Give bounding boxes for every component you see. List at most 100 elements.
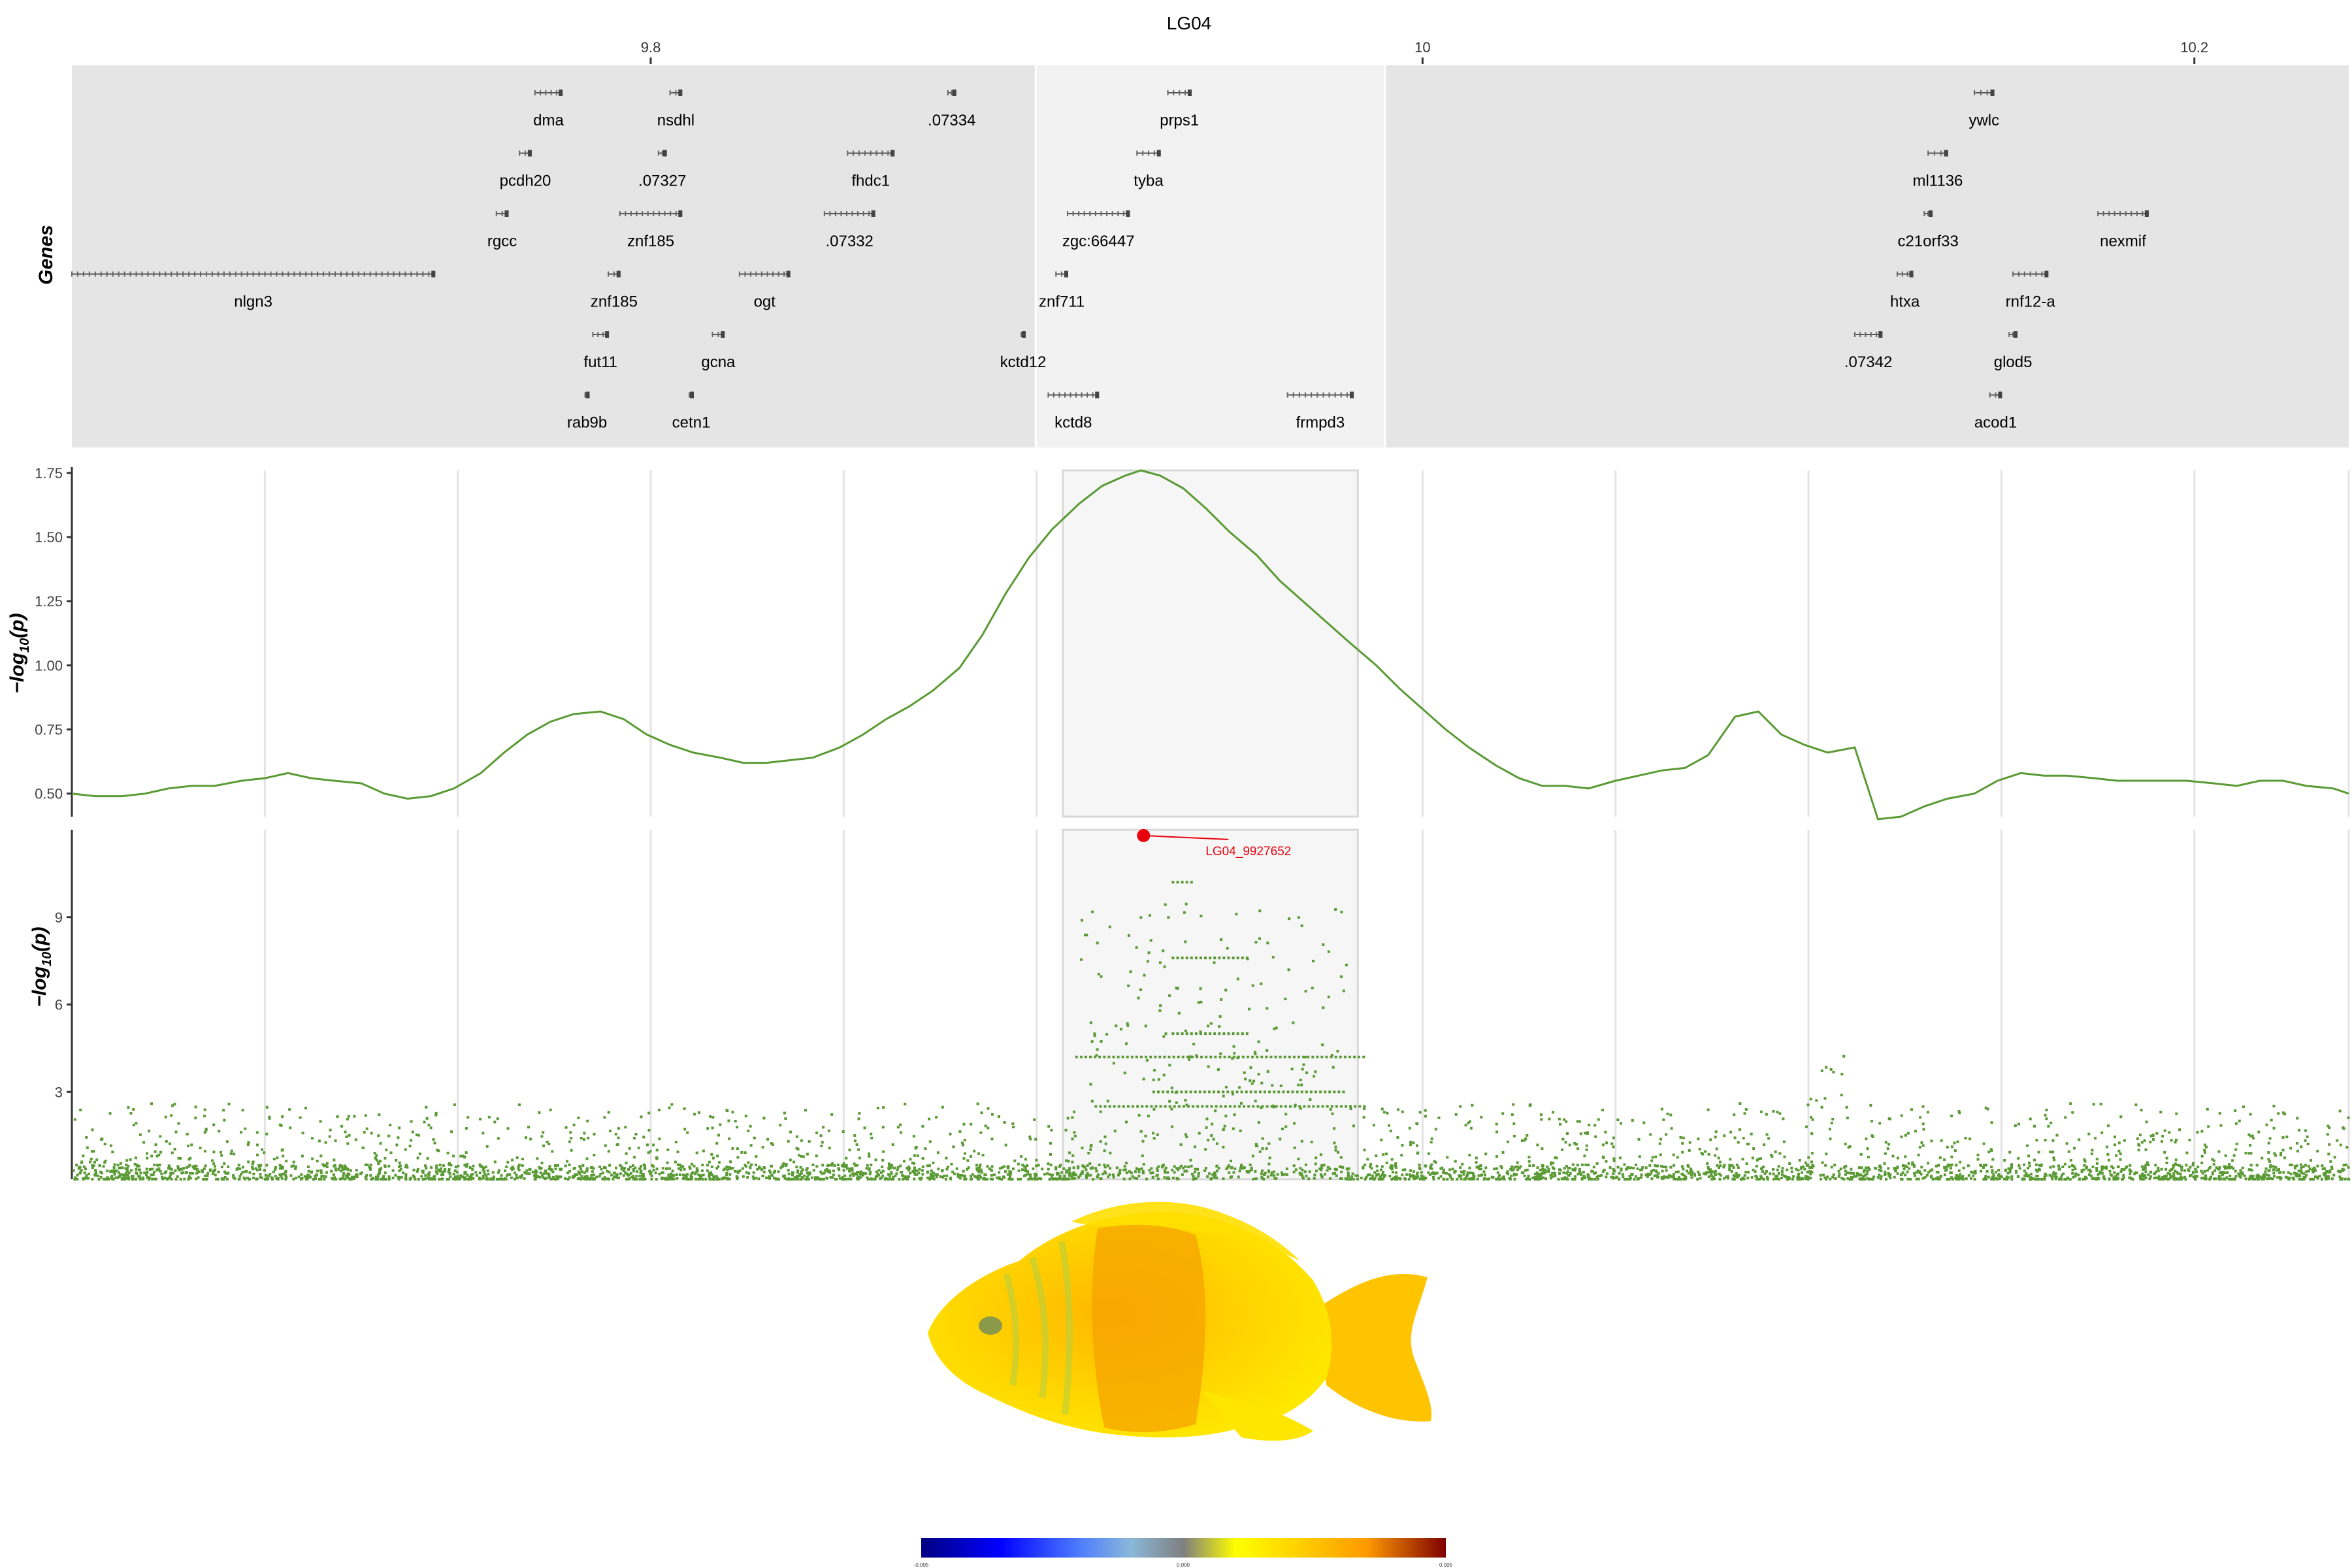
snp-point [188, 1171, 191, 1175]
snp-point [2115, 1154, 2118, 1157]
snp-point [510, 1176, 513, 1179]
snp-point [2155, 1170, 2158, 1173]
snp-point [2185, 1164, 2188, 1167]
snp-point [2328, 1143, 2331, 1146]
snp-point [1264, 1090, 1266, 1094]
snp-point [544, 1170, 547, 1173]
snp-point [1394, 1164, 1397, 1168]
snp-point [752, 1171, 755, 1174]
snp-point [303, 1175, 306, 1178]
snp-point [255, 1178, 258, 1181]
snp-point [1759, 1110, 1763, 1113]
snp-point [1370, 1177, 1373, 1180]
snp-point [976, 1102, 979, 1105]
gene-label: frmpd3 [1296, 414, 1345, 432]
snp-point [2325, 1171, 2328, 1175]
snp-point [1771, 1155, 1774, 1158]
snp-point [566, 1160, 569, 1163]
snp-point [1194, 956, 1198, 960]
snp-point [523, 1177, 526, 1180]
snp-point [2006, 1178, 2009, 1181]
snp-point [541, 1174, 544, 1177]
snp-point [1424, 1177, 1428, 1180]
snp-point [1146, 960, 1149, 963]
snp-point [932, 1162, 935, 1164]
snp-point [1867, 1166, 1870, 1169]
snp-point [2328, 1126, 2331, 1130]
snp-point [1320, 1166, 1324, 1169]
snp-point [1697, 1137, 1700, 1141]
snp-point [1848, 1171, 1852, 1175]
snp-point [374, 1156, 377, 1160]
snp-point [311, 1137, 314, 1140]
snp-point [343, 1164, 346, 1168]
snp-point [956, 1175, 960, 1178]
snp-point [1741, 1176, 1744, 1179]
snp-point [191, 1171, 194, 1175]
snp-point [638, 1168, 641, 1170]
snp-point [1956, 1140, 1959, 1143]
snp-point [1656, 1164, 1659, 1168]
snp-point [2229, 1166, 2232, 1169]
snp-point [898, 1177, 901, 1181]
snp-point [787, 1169, 790, 1172]
snp-point [1544, 1177, 1548, 1181]
snp-point [601, 1177, 604, 1181]
snp-point [212, 1169, 215, 1173]
snp-point [2108, 1158, 2110, 1162]
snp-point [604, 1166, 607, 1169]
snp-point [1797, 1173, 1800, 1175]
snp-point [409, 1177, 412, 1180]
snp-point [521, 1174, 523, 1177]
snp-point [2149, 1134, 2153, 1137]
snp-point [1950, 1145, 1953, 1149]
snp-point [1418, 1164, 1421, 1166]
snp-point [1709, 1138, 1712, 1141]
snp-point [542, 1131, 545, 1134]
snp-point [2206, 1107, 2209, 1111]
snp-point [536, 1157, 539, 1160]
snp-point [1181, 1173, 1184, 1176]
snp-point [1776, 1168, 1779, 1171]
snp-point [952, 1145, 955, 1149]
snp-point [220, 1166, 223, 1169]
snp-point [1546, 1165, 1549, 1168]
snp-point [2052, 1165, 2055, 1168]
snp-point [1476, 1177, 1479, 1181]
snp-point [265, 1164, 269, 1167]
snp-point [1446, 1156, 1449, 1159]
snp-point [2142, 1168, 2145, 1171]
snp-point [1089, 1055, 1092, 1058]
snp-point [2157, 1169, 2160, 1172]
snp-point [616, 1143, 619, 1146]
snp-point [1327, 950, 1330, 953]
snp-point [2083, 1158, 2086, 1161]
snp-point [1312, 960, 1315, 962]
snp-point [449, 1164, 453, 1167]
snp-point [453, 1175, 457, 1179]
snp-point [1064, 1177, 1068, 1181]
snp-point [122, 1173, 125, 1176]
snp-point [1884, 1173, 1887, 1176]
snp-point [814, 1177, 817, 1180]
snp-point [607, 1150, 610, 1153]
snp-point [1688, 1149, 1691, 1152]
snp-point [815, 1154, 818, 1158]
snp-point [725, 1166, 728, 1169]
snp-point [1307, 1105, 1311, 1108]
snp-point [361, 1147, 365, 1149]
snp-point [1198, 1090, 1201, 1094]
snp-point [841, 1130, 845, 1133]
snp-point [1821, 1173, 1825, 1177]
snp-point [496, 1117, 499, 1120]
snp-point [1222, 956, 1226, 960]
snp-point [1394, 1166, 1397, 1169]
snp-point [199, 1147, 202, 1150]
snp-point [1625, 1178, 1628, 1181]
snp-point [928, 1117, 931, 1120]
snp-point [975, 1175, 978, 1179]
snp-point [2144, 1164, 2148, 1167]
snp-point [1723, 1134, 1726, 1137]
colorbar: -0.005 0.000 0.005 [914, 1538, 1453, 1568]
snp-point [421, 1178, 425, 1181]
